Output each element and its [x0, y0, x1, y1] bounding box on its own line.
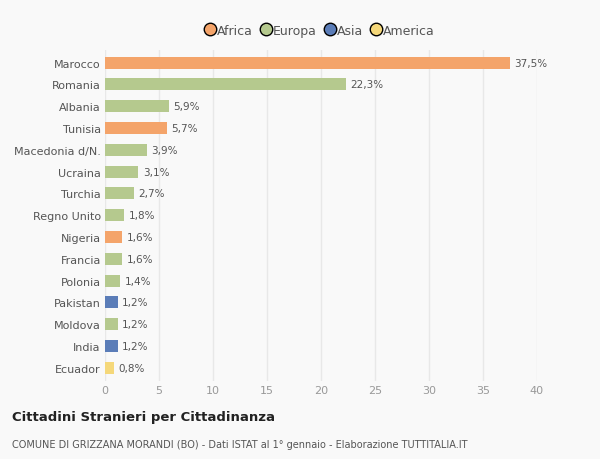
Bar [105, 253, 122, 265]
Text: 1,2%: 1,2% [122, 298, 149, 308]
Text: 1,8%: 1,8% [129, 211, 155, 221]
Bar [105, 57, 510, 69]
Bar [105, 101, 169, 113]
Bar [105, 123, 167, 135]
Bar [105, 275, 120, 287]
Bar [105, 362, 113, 374]
Text: 3,1%: 3,1% [143, 167, 169, 177]
Text: 22,3%: 22,3% [350, 80, 383, 90]
Bar [105, 340, 118, 352]
Text: 5,9%: 5,9% [173, 102, 200, 112]
Text: 1,6%: 1,6% [127, 232, 153, 242]
Text: 2,7%: 2,7% [139, 189, 165, 199]
Text: COMUNE DI GRIZZANA MORANDI (BO) - Dati ISTAT al 1° gennaio - Elaborazione TUTTIT: COMUNE DI GRIZZANA MORANDI (BO) - Dati I… [12, 440, 467, 449]
Text: 3,9%: 3,9% [151, 146, 178, 156]
Bar [105, 166, 139, 178]
Bar [105, 79, 346, 91]
Text: Cittadini Stranieri per Cittadinanza: Cittadini Stranieri per Cittadinanza [12, 410, 275, 423]
Text: 1,6%: 1,6% [127, 254, 153, 264]
Bar [105, 297, 118, 308]
Bar [105, 319, 118, 330]
Text: 1,2%: 1,2% [122, 319, 149, 330]
Text: 1,2%: 1,2% [122, 341, 149, 351]
Bar [105, 210, 124, 222]
Bar [105, 188, 134, 200]
Legend: Africa, Europa, Asia, America: Africa, Europa, Asia, America [207, 25, 435, 38]
Bar [105, 145, 147, 157]
Bar [105, 231, 122, 243]
Text: 0,8%: 0,8% [118, 363, 145, 373]
Text: 37,5%: 37,5% [514, 59, 547, 68]
Text: 1,4%: 1,4% [124, 276, 151, 286]
Text: 5,7%: 5,7% [171, 124, 197, 134]
